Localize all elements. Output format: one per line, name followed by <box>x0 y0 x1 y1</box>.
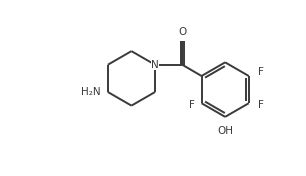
Text: F: F <box>188 100 195 110</box>
Text: N: N <box>151 60 159 70</box>
Text: F: F <box>258 67 263 77</box>
Text: H₂N: H₂N <box>81 87 101 97</box>
Text: F: F <box>258 100 263 110</box>
Text: O: O <box>178 27 186 37</box>
Text: OH: OH <box>217 126 233 136</box>
